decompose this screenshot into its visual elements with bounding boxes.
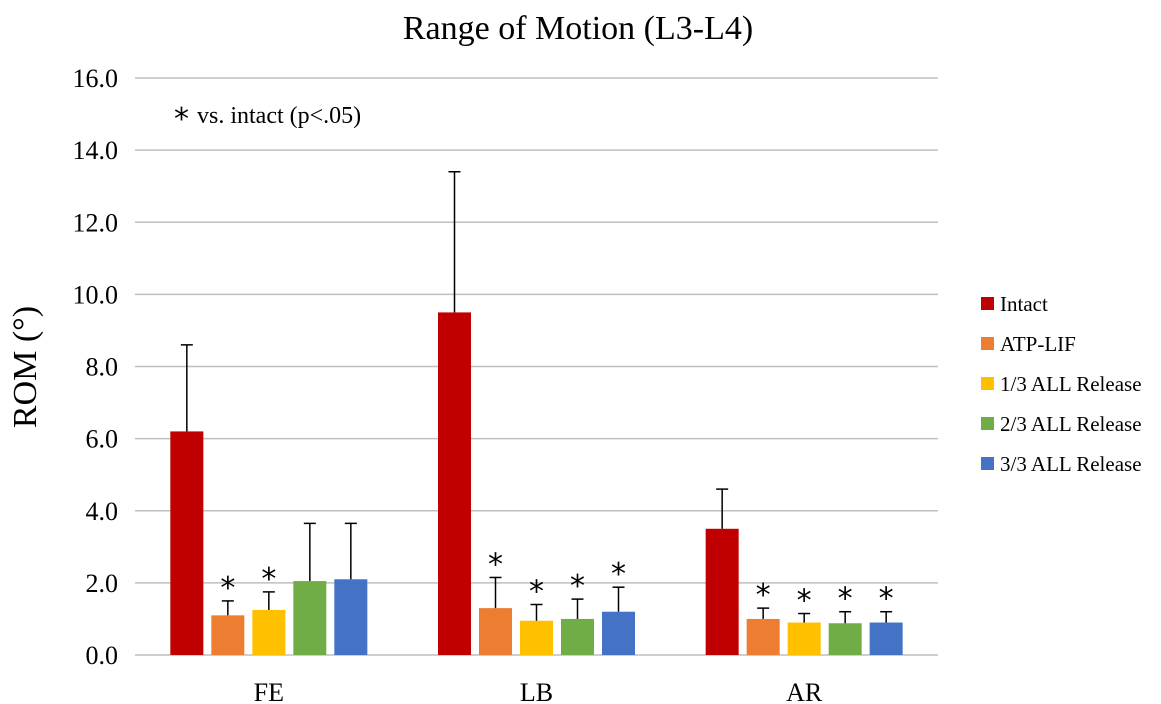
error-bars — [180, 171, 893, 624]
significance-star: * — [879, 582, 894, 617]
significance-note-star: * — [174, 102, 189, 137]
bar — [828, 623, 862, 655]
legend-label: 3/3 ALL Release — [1000, 452, 1142, 476]
bar — [293, 581, 327, 655]
y-tick-label: 10.0 — [73, 280, 119, 309]
chart-title: Range of Motion (L3-L4) — [403, 10, 753, 47]
significance-markers: * * * * * * * * * * — [220, 547, 893, 618]
bar — [170, 431, 204, 655]
y-tick-label: 12.0 — [73, 208, 119, 237]
significance-star: * — [529, 575, 544, 610]
legend-label: 2/3 ALL Release — [1000, 412, 1142, 436]
legend-swatch — [981, 337, 994, 350]
bars — [170, 312, 903, 655]
significance-star: * — [838, 582, 853, 617]
significance-star: * — [570, 569, 585, 604]
bar — [438, 312, 471, 655]
x-category-label: AR — [786, 678, 823, 704]
y-tick-label: 16.0 — [73, 64, 119, 93]
x-category-label: FE — [254, 678, 284, 704]
y-tick-label: 0.0 — [86, 641, 119, 670]
y-tick-label: 14.0 — [73, 136, 119, 165]
legend-label: ATP-LIF — [1000, 332, 1076, 356]
bar — [211, 615, 245, 655]
gridlines — [135, 77, 938, 656]
significance-star: * — [261, 562, 276, 597]
bar — [334, 579, 368, 655]
bar — [869, 622, 903, 655]
legend-swatch — [981, 297, 994, 310]
significance-note: * vs. intact (p<.05) — [174, 102, 361, 137]
significance-star: * — [611, 557, 626, 592]
bar — [520, 620, 553, 655]
significance-star: * — [756, 578, 771, 613]
legend-swatch — [981, 457, 994, 470]
bar — [787, 622, 821, 655]
bar — [252, 609, 286, 655]
significance-star: * — [797, 584, 812, 619]
legend: Intact ATP-LIF 1/3 ALL Release 2/3 ALL Rele… — [981, 292, 1142, 476]
bar — [746, 618, 780, 655]
legend-label: Intact — [1000, 292, 1048, 316]
y-axis-label: ROM (°) — [7, 306, 44, 428]
legend-label: 1/3 ALL Release — [1000, 372, 1142, 396]
legend-swatch — [981, 417, 994, 430]
bar — [602, 611, 635, 655]
y-tick-label: 6.0 — [86, 425, 119, 454]
y-tick-label: 4.0 — [86, 497, 119, 526]
bar — [561, 618, 594, 655]
significance-star: * — [220, 571, 235, 606]
legend-swatch — [981, 377, 994, 390]
y-tick-label: 2.0 — [86, 569, 119, 598]
y-tick-label: 8.0 — [86, 353, 119, 382]
significance-star: * — [488, 547, 503, 582]
x-category-labels: FE LB AR — [254, 678, 823, 704]
x-category-label: LB — [520, 678, 553, 704]
bar — [705, 528, 739, 655]
bar — [479, 608, 512, 655]
y-tick-labels: 0.0 2.0 4.0 6.0 8.0 10.0 12.0 14.0 16.0 — [73, 64, 119, 670]
significance-note-text: vs. intact (p<.05) — [197, 103, 361, 129]
